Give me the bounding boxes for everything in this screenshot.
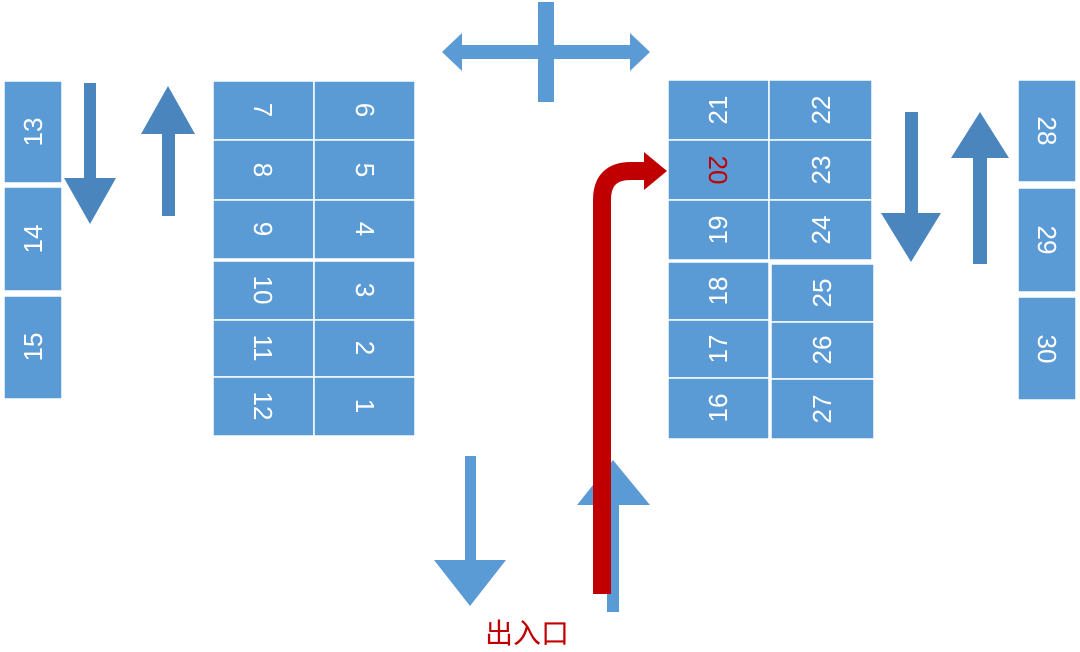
slot-13-label: 13 xyxy=(18,118,48,147)
slot-18-label: 18 xyxy=(703,277,733,306)
slot-29-label: 29 xyxy=(1032,226,1062,255)
slot-30-label: 30 xyxy=(1032,335,1062,364)
slot-8-label: 8 xyxy=(248,163,278,177)
slot-14[interactable] xyxy=(3,186,63,292)
slot-19-label: 19 xyxy=(703,216,733,245)
slot-6-label: 6 xyxy=(350,103,380,117)
slot-1-label: 1 xyxy=(350,399,380,413)
slot-21-label: 21 xyxy=(703,96,733,125)
route-arrow-icon xyxy=(593,152,667,594)
slot-15[interactable] xyxy=(3,295,63,400)
up-arrow-icon xyxy=(951,112,1009,264)
slot-28[interactable] xyxy=(1017,79,1077,183)
slot-20-label: 20 xyxy=(703,156,733,185)
slot-19[interactable] xyxy=(667,199,770,261)
slot-14-label: 14 xyxy=(18,225,48,254)
slot-16-label: 16 xyxy=(703,394,733,423)
slot-24[interactable] xyxy=(768,199,873,261)
down-arrow-icon xyxy=(434,456,506,606)
slot-4[interactable] xyxy=(313,199,416,260)
slot-27-label: 27 xyxy=(807,395,837,424)
up-arrow-icon xyxy=(577,460,650,612)
slot-9-label: 9 xyxy=(248,222,278,236)
right-block-slots: 21 20 19 18 17 16 22 23 24 25 26 27 xyxy=(667,79,875,440)
slot-23-label: 23 xyxy=(806,156,836,185)
slot-11-label: 11 xyxy=(248,335,278,362)
slot-30[interactable] xyxy=(1017,296,1077,401)
slot-25[interactable] xyxy=(770,263,875,323)
four-way-arrow-icon xyxy=(442,2,650,102)
slot-24-label: 24 xyxy=(806,216,836,245)
down-arrow-icon xyxy=(64,83,116,224)
slot-21[interactable] xyxy=(667,79,770,141)
slot-5-label: 5 xyxy=(350,163,380,177)
slot-17[interactable] xyxy=(667,319,770,379)
slot-29[interactable] xyxy=(1017,187,1077,293)
slot-22[interactable] xyxy=(768,79,873,141)
slot-20[interactable] xyxy=(667,139,770,201)
down-arrow-icon xyxy=(881,112,941,262)
slot-17-label: 17 xyxy=(703,335,733,364)
slot-15-label: 15 xyxy=(18,333,48,362)
slot-7-label: 7 xyxy=(248,103,278,117)
slot-10-label: 10 xyxy=(248,276,278,305)
left-block-slots: 7 8 9 10 11 12 6 5 4 3 2 1 xyxy=(212,80,416,437)
slot-27[interactable] xyxy=(770,378,875,440)
slot-25-label: 25 xyxy=(807,279,837,308)
left-edge-slots: 13 14 15 xyxy=(3,80,63,400)
slot-9[interactable] xyxy=(212,199,315,260)
slot-22-label: 22 xyxy=(806,96,836,125)
slot-12[interactable] xyxy=(212,376,315,437)
slot-26-label: 26 xyxy=(807,336,837,365)
slot-23[interactable] xyxy=(768,139,873,201)
slot-1[interactable] xyxy=(313,376,416,437)
slot-4-label: 4 xyxy=(350,222,380,236)
slot-6[interactable] xyxy=(313,80,416,141)
slot-5[interactable] xyxy=(313,139,416,201)
slot-11[interactable] xyxy=(212,319,315,378)
slot-2-label: 2 xyxy=(350,341,380,355)
slot-26[interactable] xyxy=(770,321,875,380)
slot-13[interactable] xyxy=(3,80,63,184)
slot-16[interactable] xyxy=(667,377,770,440)
slot-3-label: 3 xyxy=(350,283,380,297)
up-arrow-icon xyxy=(141,86,195,216)
slot-2[interactable] xyxy=(313,319,416,378)
right-edge-slots: 28 29 30 xyxy=(1017,79,1077,401)
slot-28-label: 28 xyxy=(1032,117,1062,146)
entrance-label: 出入口 xyxy=(485,617,569,650)
slot-12-label: 12 xyxy=(248,392,278,421)
